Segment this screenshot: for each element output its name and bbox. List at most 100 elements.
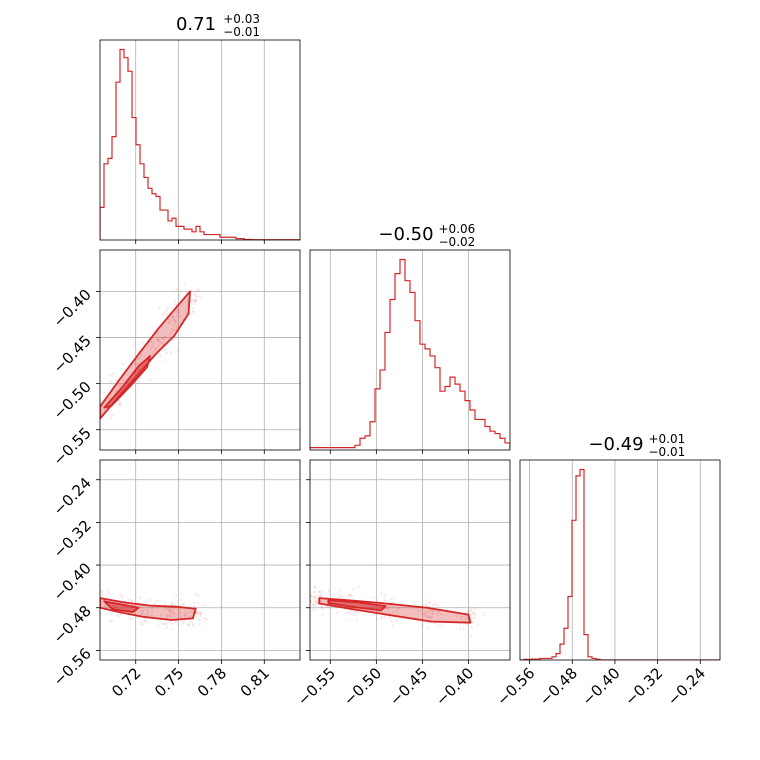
sample-point bbox=[170, 601, 173, 604]
sample-point bbox=[151, 607, 154, 610]
sample-point bbox=[174, 319, 177, 322]
sample-point bbox=[176, 302, 179, 305]
sample-point bbox=[197, 610, 200, 613]
sample-point bbox=[317, 590, 320, 593]
y-tick-label: −0.55 bbox=[50, 424, 95, 469]
sample-point bbox=[473, 616, 476, 619]
sample-point bbox=[162, 337, 165, 340]
sample-point bbox=[468, 607, 471, 610]
x-tick-label: 0.72 bbox=[108, 664, 144, 700]
sample-point bbox=[467, 611, 470, 614]
sample-point bbox=[188, 615, 191, 618]
sample-point bbox=[141, 341, 144, 344]
sample-point bbox=[105, 605, 108, 608]
histogram-step-line bbox=[100, 48, 300, 240]
sample-point bbox=[318, 590, 321, 593]
sample-point bbox=[202, 604, 205, 607]
sample-point bbox=[120, 595, 124, 598]
sample-point bbox=[97, 600, 99, 602]
histogram-panel-0: 0.71 +0.03−0.01 bbox=[99, 12, 301, 244]
histogram-panel-2: −0.56−0.48−0.40−0.32−0.24 −0.49 +0.01−0.01 bbox=[493, 432, 721, 709]
sample-point bbox=[100, 594, 104, 597]
sample-point bbox=[169, 608, 172, 611]
sample-point bbox=[372, 596, 376, 599]
sample-point bbox=[460, 615, 463, 618]
sample-point bbox=[192, 624, 195, 627]
sample-point bbox=[102, 409, 106, 412]
sample-point bbox=[471, 612, 474, 615]
sample-point bbox=[196, 613, 200, 616]
sample-point bbox=[114, 390, 118, 393]
sample-point bbox=[165, 614, 169, 617]
sample-point bbox=[192, 310, 195, 313]
sample-point bbox=[305, 595, 307, 597]
sample-point bbox=[166, 626, 169, 629]
sample-point bbox=[117, 402, 120, 405]
sample-point bbox=[310, 594, 312, 597]
scatter-points bbox=[100, 282, 202, 420]
sample-point bbox=[194, 298, 197, 301]
sample-point bbox=[350, 595, 354, 598]
sample-point bbox=[149, 347, 152, 350]
sample-point bbox=[115, 388, 118, 392]
y-tick-label: −0.50 bbox=[50, 378, 95, 423]
sample-point bbox=[165, 348, 168, 351]
sample-point bbox=[390, 597, 393, 601]
sample-point bbox=[380, 617, 383, 620]
sample-point bbox=[165, 352, 168, 355]
sample-point bbox=[168, 609, 172, 612]
sample-point bbox=[425, 604, 428, 608]
sample-point bbox=[474, 607, 477, 610]
sample-point bbox=[174, 320, 177, 323]
sample-point bbox=[171, 328, 174, 331]
sample-point bbox=[314, 597, 317, 600]
sample-point bbox=[119, 592, 122, 596]
sample-point bbox=[91, 605, 93, 607]
sample-point bbox=[426, 627, 429, 630]
sample-point bbox=[467, 611, 470, 614]
sample-point bbox=[172, 607, 176, 610]
sample-point bbox=[424, 615, 427, 618]
sample-point bbox=[320, 605, 324, 608]
sample-point bbox=[122, 380, 125, 383]
sample-point bbox=[344, 611, 347, 615]
sample-point bbox=[110, 409, 113, 412]
x-tick-label: −0.40 bbox=[432, 664, 477, 709]
sample-point bbox=[437, 604, 440, 607]
sample-point bbox=[164, 607, 168, 610]
sample-point bbox=[424, 614, 427, 617]
sample-point bbox=[319, 599, 323, 602]
sample-point bbox=[101, 591, 104, 594]
sample-point bbox=[160, 614, 163, 617]
sample-point bbox=[202, 616, 205, 620]
sample-point bbox=[174, 309, 178, 312]
sample-point bbox=[178, 608, 182, 612]
sample-point bbox=[423, 612, 426, 615]
sample-point bbox=[191, 307, 194, 310]
sample-point bbox=[139, 596, 142, 599]
sample-point bbox=[166, 306, 170, 309]
sample-point bbox=[164, 335, 167, 338]
sample-point bbox=[427, 616, 430, 619]
sample-point bbox=[320, 590, 323, 593]
sample-point bbox=[104, 604, 107, 608]
sample-point bbox=[119, 403, 122, 406]
sample-point bbox=[94, 599, 96, 601]
sample-point bbox=[96, 600, 98, 602]
sample-point bbox=[174, 603, 177, 606]
sample-point bbox=[314, 599, 317, 602]
sample-point bbox=[163, 311, 167, 314]
sample-point bbox=[105, 613, 108, 616]
sample-point bbox=[431, 612, 435, 615]
sample-point bbox=[427, 609, 430, 612]
sample-point bbox=[177, 308, 180, 311]
sample-point bbox=[109, 619, 112, 622]
contour-inner bbox=[103, 600, 140, 613]
sample-point bbox=[173, 317, 176, 320]
sample-point bbox=[158, 340, 161, 343]
sample-point bbox=[315, 594, 318, 597]
sample-point bbox=[139, 352, 142, 356]
sample-point bbox=[132, 354, 136, 357]
sample-point bbox=[191, 622, 195, 625]
sample-point bbox=[393, 596, 396, 599]
